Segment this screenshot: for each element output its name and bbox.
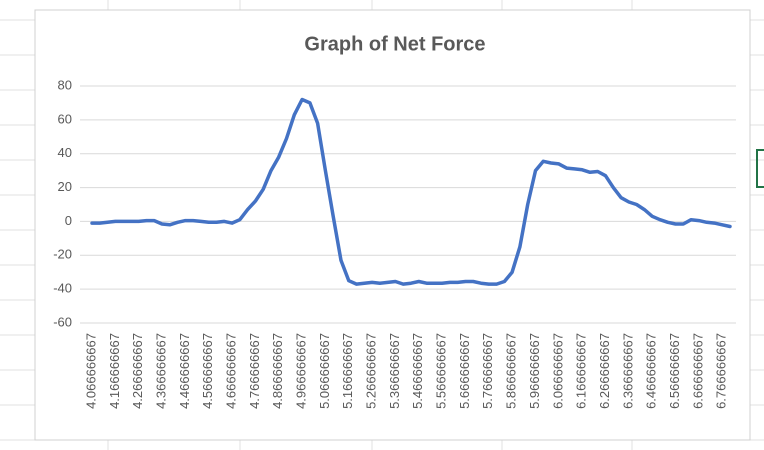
x-tick-label: 4.466666667	[177, 333, 192, 409]
x-tick-label: 4.166666667	[107, 333, 122, 409]
x-tick-label: 4.866666667	[270, 333, 285, 409]
x-tick-label: 5.766666667	[480, 333, 495, 409]
x-tick-label: 5.666666667	[457, 333, 472, 409]
chart-area	[34, 9, 751, 441]
x-tick-label: 6.366666667	[620, 333, 635, 409]
x-tick-label: 6.566666667	[667, 333, 682, 409]
x-tick-label: 4.266666667	[130, 333, 145, 409]
chart-title: Graph of Net Force	[304, 33, 485, 55]
y-tick-label: -60	[53, 314, 72, 329]
x-tick-label: 6.766666667	[714, 333, 729, 409]
x-tick-label: 4.966666667	[294, 333, 309, 409]
x-tick-label: 5.566666667	[434, 333, 449, 409]
y-tick-label: 80	[58, 77, 72, 92]
x-tick-label: 4.366666667	[153, 333, 168, 409]
y-tick-label: 20	[58, 179, 72, 194]
x-tick-label: 6.166666667	[574, 333, 589, 409]
x-tick-label: 6.466666667	[644, 333, 659, 409]
y-tick-label: -40	[53, 281, 72, 296]
y-tick-label: 60	[58, 111, 72, 126]
x-tick-label: 4.566666667	[200, 333, 215, 409]
data-line	[90, 97, 732, 286]
x-tick-label: 6.666666667	[690, 333, 705, 409]
x-tick-label: 5.166666667	[340, 333, 355, 409]
x-tick-label: 4.666666667	[223, 333, 238, 409]
x-tick-label: 5.366666667	[387, 333, 402, 409]
x-tick-label: 6.266666667	[597, 333, 612, 409]
y-tick-label: -20	[53, 247, 72, 262]
x-tick-label: 5.066666667	[317, 333, 332, 409]
x-tick-label: 4.066666667	[83, 333, 98, 409]
x-tick-label: 5.866666667	[504, 333, 519, 409]
y-tick-label: 40	[58, 145, 72, 160]
x-tick-label: 4.766666667	[247, 333, 262, 409]
x-tick-label: 5.466666667	[410, 333, 425, 409]
x-tick-label: 5.266666667	[364, 333, 379, 409]
cell-selection	[756, 149, 764, 188]
x-tick-label: 6.066666667	[550, 333, 565, 409]
x-tick-label: 5.966666667	[527, 333, 542, 409]
y-tick-label: 0	[65, 213, 72, 228]
